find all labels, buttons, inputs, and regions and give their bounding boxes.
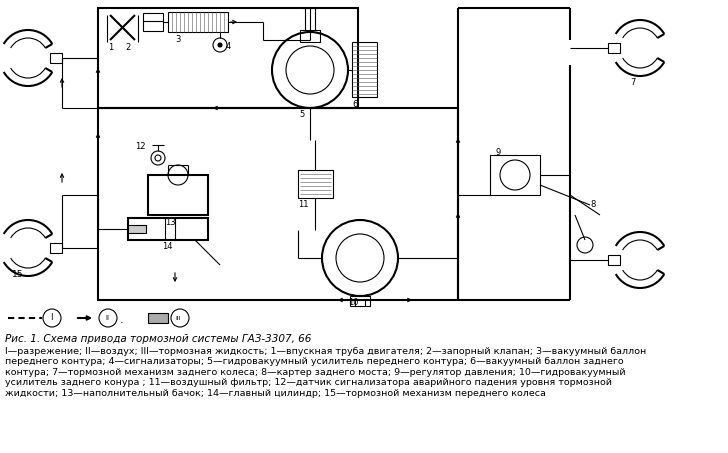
Text: 1: 1: [108, 43, 114, 52]
Bar: [352, 42, 377, 97]
Bar: [350, 296, 370, 306]
Bar: [608, 43, 620, 53]
Circle shape: [155, 155, 161, 161]
Text: 7: 7: [630, 78, 636, 87]
Text: III: III: [175, 315, 181, 321]
Text: 15: 15: [12, 270, 23, 279]
Bar: [128, 218, 208, 240]
Bar: [168, 12, 228, 32]
Bar: [490, 155, 540, 195]
Text: .: .: [120, 315, 124, 325]
Text: 4: 4: [226, 42, 232, 51]
Text: 12: 12: [135, 142, 146, 151]
Text: II: II: [105, 315, 109, 321]
Bar: [128, 225, 146, 233]
Bar: [98, 108, 458, 300]
Text: 8: 8: [590, 200, 596, 209]
Text: 11: 11: [298, 200, 309, 209]
Bar: [608, 255, 620, 265]
Text: Рис. 1. Схема привода тормозной системы ГАЗ-3307, 66: Рис. 1. Схема привода тормозной системы …: [5, 334, 312, 344]
Text: 13: 13: [165, 218, 175, 227]
Text: 10: 10: [348, 298, 358, 307]
Circle shape: [218, 43, 222, 47]
Text: I—разрежение; II—воздух; III—тормозная жидкость; 1—впускная труба двигателя; 2—з: I—разрежение; II—воздух; III—тормозная ж…: [5, 347, 646, 398]
Bar: [298, 170, 333, 198]
Bar: [143, 13, 163, 31]
Bar: [50, 243, 62, 253]
Text: 5: 5: [299, 110, 304, 119]
Bar: [300, 30, 320, 42]
Bar: [148, 313, 168, 323]
Bar: [50, 53, 62, 63]
Text: I: I: [50, 313, 52, 323]
Text: 6: 6: [352, 100, 357, 109]
Text: 9: 9: [496, 148, 502, 157]
Bar: [148, 175, 208, 215]
Text: 2: 2: [125, 43, 130, 52]
Text: 3: 3: [175, 35, 181, 44]
Text: 14: 14: [162, 242, 173, 251]
Bar: [98, 8, 358, 108]
